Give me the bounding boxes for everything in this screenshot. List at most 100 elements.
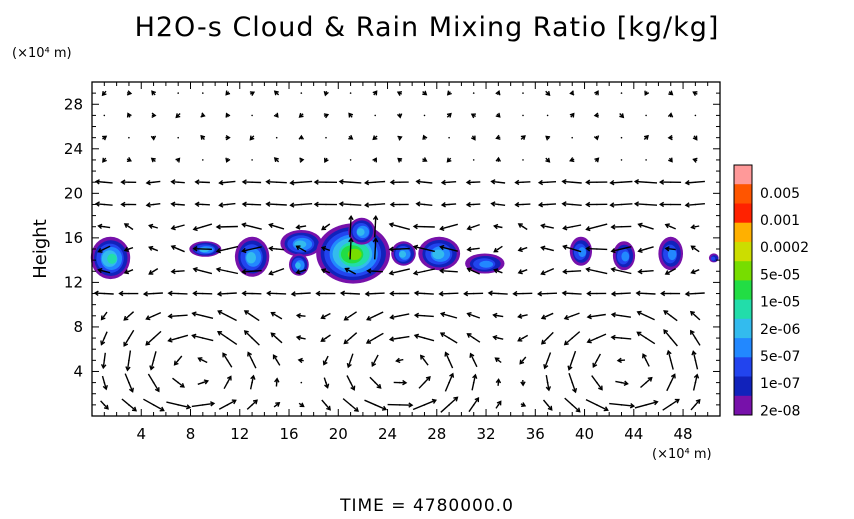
wind-arrow — [633, 201, 658, 207]
wind-arrow — [272, 354, 281, 366]
wind-arrow — [422, 134, 428, 140]
wind-arrow — [540, 312, 554, 320]
grid-dot — [448, 136, 450, 139]
wind-arrow — [241, 222, 262, 230]
wind-arrow — [537, 179, 557, 186]
wind-arrow — [562, 224, 582, 231]
wind-arrow — [170, 245, 185, 253]
colorbar-swatch — [734, 299, 752, 320]
wind-arrow — [342, 398, 359, 412]
wind-arrow — [344, 267, 357, 275]
grid-dot — [103, 114, 106, 117]
grid-dot — [251, 114, 253, 117]
x-tick-label: 36 — [526, 425, 545, 443]
wind-arrow — [413, 333, 435, 342]
wind-arrow — [241, 290, 262, 297]
grid-dot — [275, 136, 278, 139]
wind-arrow — [346, 353, 354, 369]
wind-arrow — [225, 90, 231, 96]
wind-arrow — [124, 373, 134, 393]
wind-arrow — [561, 201, 582, 207]
wind-arrow — [295, 224, 307, 230]
wind-arrow — [191, 311, 214, 319]
wind-arrow — [660, 290, 681, 297]
wind-arrow — [540, 223, 554, 229]
wind-arrow — [217, 310, 237, 322]
wind-arrow — [149, 351, 157, 371]
grid-dot — [374, 114, 377, 117]
colorbar-level-label: 5e-07 — [760, 349, 800, 365]
wind-arrow — [215, 245, 239, 254]
wind-arrow — [270, 311, 283, 320]
wind-arrow — [289, 202, 313, 208]
colorbar-swatch — [734, 338, 752, 358]
wind-arrow — [466, 267, 480, 275]
wind-arrow — [690, 398, 701, 411]
wind-arrow — [545, 135, 551, 141]
colorbar-swatch — [734, 165, 752, 185]
wind-arrow — [609, 402, 636, 409]
wind-arrow — [561, 178, 582, 185]
grid-dot — [620, 136, 623, 139]
wind-arrow — [667, 112, 674, 118]
wind-arrow — [102, 135, 108, 141]
y-tick-label: 8 — [73, 318, 83, 336]
wind-arrow — [610, 312, 632, 318]
wind-arrow — [123, 269, 134, 275]
wind-arrow — [562, 268, 582, 275]
colorbar-swatch — [734, 376, 752, 397]
wind-arrow — [170, 201, 185, 207]
wind-arrow — [493, 268, 503, 274]
wind-arrow — [636, 331, 656, 345]
wind-arrow — [586, 290, 607, 297]
wind-arrow — [145, 330, 162, 346]
wind-arrow — [658, 179, 682, 185]
wind-arrow — [585, 245, 608, 252]
x-tick-label: 24 — [378, 425, 397, 443]
cloud-contour — [347, 248, 362, 260]
wind-arrow — [542, 399, 553, 411]
y-tick-label: 20 — [64, 184, 83, 202]
wind-arrow — [322, 355, 329, 366]
wind-arrow — [668, 157, 673, 163]
wind-arrow — [191, 401, 216, 408]
wind-arrow — [323, 113, 330, 119]
wind-arrow — [222, 352, 233, 368]
wind-arrow — [495, 400, 502, 409]
wind-arrow — [150, 157, 156, 163]
cloud-contour — [107, 253, 117, 264]
wind-arrow — [658, 201, 682, 208]
wind-arrow — [592, 353, 602, 368]
grid-dot — [423, 114, 426, 117]
wind-arrow — [151, 112, 157, 119]
wind-arrow — [372, 90, 378, 96]
wind-arrow — [266, 290, 287, 296]
wind-arrow — [348, 237, 354, 260]
wind-arrow — [148, 245, 159, 252]
grid-dot — [645, 159, 647, 161]
wind-arrow — [466, 333, 481, 343]
wind-arrow — [348, 134, 354, 140]
wind-arrow — [466, 312, 481, 319]
wind-arrow — [243, 330, 260, 346]
wind-arrow — [609, 202, 633, 208]
wind-arrow — [388, 222, 410, 231]
wind-arrow — [619, 113, 625, 119]
wind-arrow — [298, 112, 304, 118]
wind-arrow — [585, 223, 608, 232]
wind-arrow — [366, 311, 384, 321]
wind-arrow — [667, 134, 673, 141]
colorbar-level-label: 2e-06 — [760, 322, 800, 338]
wind-arrow — [446, 157, 452, 163]
wind-arrow — [175, 157, 181, 163]
wind-arrow — [387, 402, 414, 408]
colorbar-swatch — [734, 241, 752, 262]
wind-arrow — [684, 291, 705, 297]
y-tick-label: 24 — [64, 140, 83, 158]
wind-arrow — [471, 373, 478, 391]
wind-arrow — [635, 290, 656, 296]
wind-arrow — [273, 112, 279, 118]
cloud-blob — [348, 217, 376, 245]
wind-arrow — [594, 157, 600, 163]
wind-arrow — [585, 201, 608, 208]
